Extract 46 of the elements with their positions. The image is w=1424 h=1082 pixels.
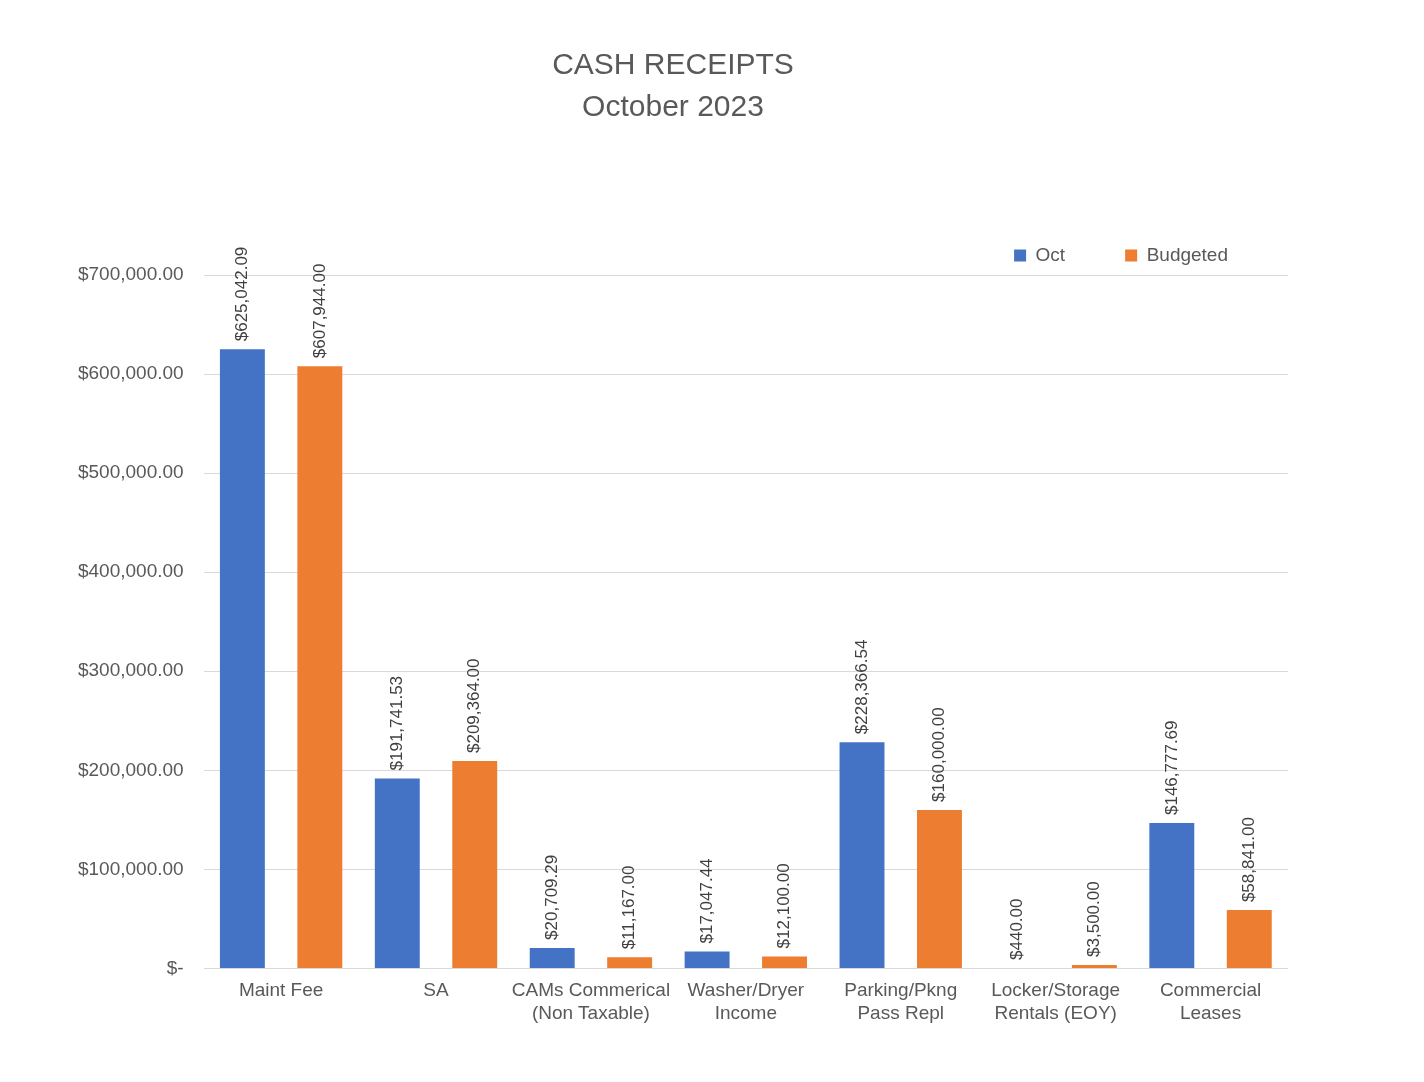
bar [297, 366, 343, 968]
bar [762, 956, 808, 968]
data-label: $17,047.44 [696, 858, 716, 944]
data-label: $11,167.00 [619, 865, 639, 950]
data-label: $58,841.00 [1238, 817, 1258, 903]
chart-title: CASH RECEIPTS [552, 47, 794, 81]
bar [839, 742, 885, 968]
data-label: $607,944.00 [309, 263, 329, 359]
bar [917, 809, 962, 968]
bar [1071, 964, 1117, 968]
data-label: $3,500.00 [1084, 881, 1104, 957]
y-tick-label: $- [166, 956, 184, 978]
y-tick-label: $700,000.00 [77, 263, 184, 285]
legend-label: Oct [1035, 243, 1066, 265]
legend-label: Budgeted [1146, 243, 1229, 265]
bar [374, 778, 420, 968]
data-label: $191,741.53 [386, 675, 406, 771]
x-tick-label: Commercial Leases [1159, 979, 1262, 1023]
bar [452, 761, 498, 968]
bar [1149, 823, 1195, 968]
data-label: $625,042.09 [232, 246, 252, 342]
y-tick-label: $400,000.00 [77, 560, 184, 582]
y-tick-label: $200,000.00 [77, 758, 184, 780]
data-label: $228,366.54 [851, 639, 871, 735]
x-tick-label: Parking/Pkng Pass Repl [844, 979, 958, 1023]
bar [219, 349, 265, 968]
x-tick-label: Maint Fee [238, 979, 324, 1001]
y-tick-label: $100,000.00 [77, 857, 184, 879]
bar [529, 947, 575, 968]
data-label: $12,100.00 [774, 863, 794, 949]
x-tick-label: Locker/Storage Rentals (EOY) [991, 979, 1121, 1023]
bar [1226, 910, 1272, 968]
data-label: $146,777.69 [1161, 720, 1181, 816]
data-label: $20,709.29 [541, 854, 561, 940]
y-tick-label: $500,000.00 [77, 461, 184, 483]
bar [684, 951, 730, 968]
data-label: $209,364.00 [464, 658, 484, 754]
x-tick-label: SA [423, 979, 450, 1001]
data-label: $160,000.00 [929, 707, 949, 802]
y-tick-label: $300,000.00 [77, 659, 184, 681]
chart-subtitle: October 2023 [582, 89, 764, 123]
data-label: $440.00 [1006, 898, 1026, 960]
x-tick-label: CAMs Commerical (Non Taxable) [511, 979, 671, 1023]
y-tick-label: $600,000.00 [77, 362, 184, 384]
bar [607, 957, 653, 968]
x-tick-label: Washer/Dryer Income [687, 979, 805, 1023]
